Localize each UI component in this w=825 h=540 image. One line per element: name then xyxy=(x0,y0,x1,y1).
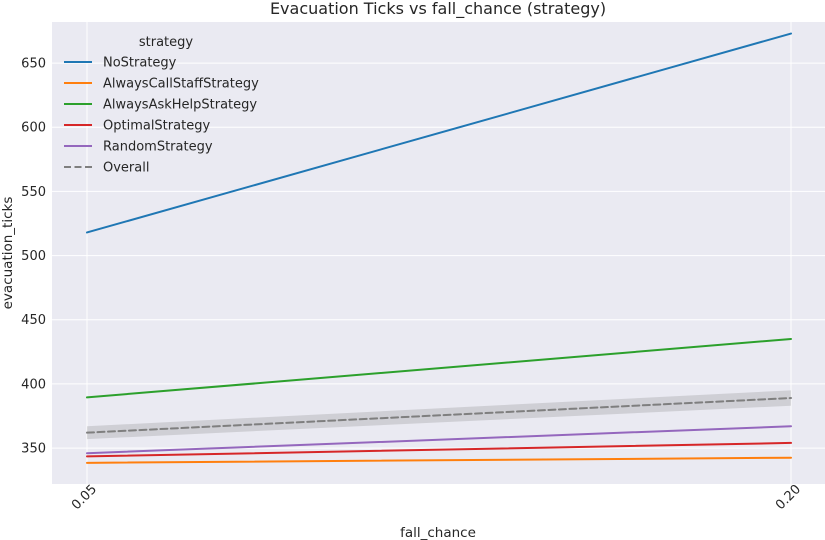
grid xyxy=(52,22,825,484)
y-tick-label: 500 xyxy=(21,249,46,264)
plot-area xyxy=(52,22,825,484)
y-tick-label: 350 xyxy=(21,442,46,457)
legend-label-optimal-strategy: OptimalStrategy xyxy=(103,119,210,134)
x-tick-labels: 0.05 0.20 xyxy=(69,482,804,513)
legend-label-no-strategy: NoStrategy xyxy=(103,56,177,71)
series-line-always-ask-help-strategy xyxy=(86,337,792,399)
legend: strategy NoStrategy AlwaysCallStaffStrate… xyxy=(64,35,259,176)
x-tick-label: 0.20 xyxy=(773,482,804,513)
series-line-no-strategy xyxy=(86,32,792,234)
series-line-overall xyxy=(86,397,792,434)
legend-label-random-strategy: RandomStrategy xyxy=(103,140,213,155)
legend-label-overall: Overall xyxy=(103,161,149,176)
series-line-always-call-staff-strategy xyxy=(86,456,792,464)
y-tick-label: 600 xyxy=(21,121,46,136)
chart-title: Evacuation Ticks vs fall_chance (strateg… xyxy=(270,0,606,19)
y-tick-label: 450 xyxy=(21,313,46,328)
series-line-optimal-strategy xyxy=(86,441,792,458)
legend-title: strategy xyxy=(139,35,194,50)
y-tick-label: 550 xyxy=(21,185,46,200)
legend-label-always-ask-help-strategy: AlwaysAskHelpStrategy xyxy=(103,98,257,113)
y-tick-labels: 350 400 450 500 550 600 650 xyxy=(21,57,46,457)
y-tick-label: 400 xyxy=(21,377,46,392)
y-axis-title: evacuation_ticks xyxy=(0,197,16,310)
series-lines xyxy=(86,32,792,464)
y-tick-label: 650 xyxy=(21,57,46,72)
legend-label-always-call-staff-strategy: AlwaysCallStaffStrategy xyxy=(103,77,259,92)
x-tick-label: 0.05 xyxy=(69,482,100,513)
series-line-random-strategy xyxy=(86,425,792,455)
x-axis-title: fall_chance xyxy=(400,525,476,540)
